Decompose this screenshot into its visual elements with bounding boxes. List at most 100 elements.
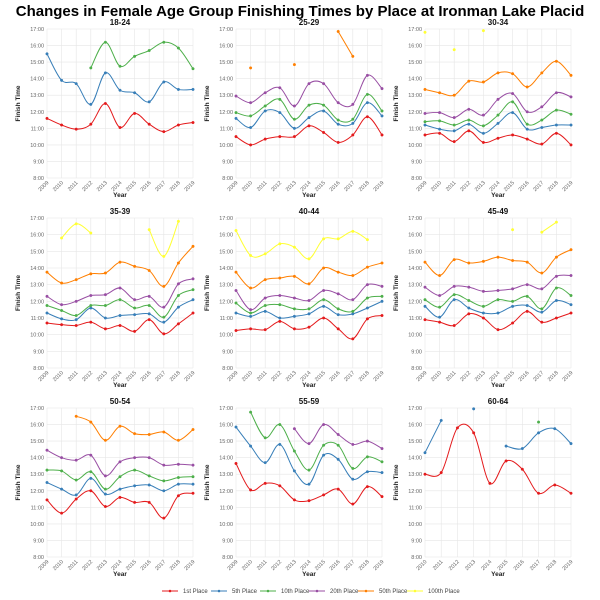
data-point: [365, 306, 369, 310]
x-tick-label: 2010: [416, 559, 429, 572]
x-tick-label: 2018: [169, 180, 182, 193]
y-tick-label: 16:00: [219, 423, 233, 429]
data-point: [103, 492, 107, 496]
data-point: [176, 46, 180, 50]
data-point: [322, 237, 326, 241]
y-tick-label: 10:00: [408, 522, 422, 528]
data-point: [147, 312, 151, 316]
data-point: [336, 101, 340, 105]
y-tick-label: 12:00: [408, 110, 422, 116]
data-point: [278, 484, 282, 488]
x-tick-label: 2015: [503, 370, 516, 383]
x-tick-label: 2009: [416, 370, 429, 383]
data-point: [278, 294, 282, 298]
data-point: [481, 29, 485, 33]
data-point: [133, 298, 137, 302]
data-point: [438, 91, 442, 95]
y-tick-label: 15:00: [30, 60, 44, 66]
y-tick-label: 8:00: [222, 555, 233, 561]
data-point: [351, 54, 355, 58]
data-point: [89, 102, 93, 106]
x-axis-label: Year: [491, 571, 505, 578]
x-tick-label: 2010: [241, 559, 254, 572]
data-point: [45, 304, 49, 308]
x-tick-label: 2009: [416, 180, 429, 193]
x-tick-label: 2009: [38, 559, 51, 572]
data-point: [103, 304, 107, 308]
x-tick-label: 2012: [459, 180, 472, 193]
data-point: [89, 470, 93, 474]
y-tick-label: 11:00: [31, 126, 44, 132]
data-point: [496, 113, 500, 117]
data-point: [455, 426, 459, 430]
data-point: [74, 458, 78, 462]
data-point: [162, 430, 166, 434]
data-point: [322, 453, 326, 457]
series-line-10th-place: [90, 41, 194, 70]
data-point: [176, 438, 180, 442]
x-tick-label: 2012: [270, 370, 283, 383]
data-point: [162, 320, 166, 324]
data-point: [133, 111, 137, 115]
data-point: [496, 298, 500, 302]
legend-label: 5th Place: [232, 589, 258, 595]
y-tick-label: 17:00: [30, 27, 44, 33]
data-point: [351, 274, 355, 278]
data-point: [249, 410, 253, 414]
y-tick-label: 13:00: [408, 283, 422, 289]
data-point: [162, 479, 166, 483]
data-point: [511, 321, 515, 325]
data-point: [322, 103, 326, 107]
data-point: [45, 116, 49, 120]
data-point: [511, 100, 515, 104]
y-tick-label: 9:00: [33, 159, 44, 165]
data-point: [537, 420, 541, 424]
data-point: [537, 491, 541, 495]
data-point: [292, 449, 296, 453]
data-point: [351, 477, 355, 481]
data-point: [336, 237, 340, 241]
data-point: [554, 274, 558, 278]
y-tick-label: 14:00: [408, 456, 422, 462]
data-point: [423, 318, 427, 322]
data-point: [537, 431, 541, 435]
data-point: [249, 327, 253, 331]
data-point: [423, 87, 427, 91]
data-point: [423, 472, 427, 476]
data-point: [569, 73, 573, 77]
x-tick-label: 2011: [445, 180, 458, 193]
data-point: [351, 312, 355, 316]
data-point: [351, 229, 355, 233]
data-point: [496, 121, 500, 125]
x-tick-label: 2011: [67, 370, 80, 383]
data-point: [452, 140, 456, 144]
data-point: [74, 497, 78, 501]
data-point: [278, 276, 282, 280]
data-point: [540, 307, 544, 311]
y-tick-label: 13:00: [219, 472, 233, 478]
data-point: [147, 294, 151, 298]
y-tick-label: 10:00: [30, 522, 44, 528]
x-tick-label: 2010: [52, 370, 65, 383]
x-tick-label: 2018: [547, 370, 560, 383]
data-point: [74, 318, 78, 322]
data-point: [278, 242, 282, 246]
panel-title: 30-34: [488, 18, 509, 27]
data-point: [380, 460, 384, 464]
y-axis-label: Finish Time: [204, 275, 211, 311]
data-point: [336, 487, 340, 491]
data-point: [103, 505, 107, 509]
x-tick-label: 2015: [125, 370, 138, 383]
data-point: [540, 230, 544, 234]
data-point: [118, 475, 122, 479]
x-tick-label: 2015: [314, 180, 327, 193]
data-point: [423, 123, 427, 127]
y-tick-label: 14:00: [408, 266, 422, 272]
data-point: [307, 282, 311, 286]
data-point: [351, 133, 355, 137]
data-point: [365, 283, 369, 287]
data-point: [511, 287, 515, 291]
y-tick-label: 16:00: [408, 233, 422, 239]
data-point: [525, 304, 529, 308]
data-point: [278, 86, 282, 90]
